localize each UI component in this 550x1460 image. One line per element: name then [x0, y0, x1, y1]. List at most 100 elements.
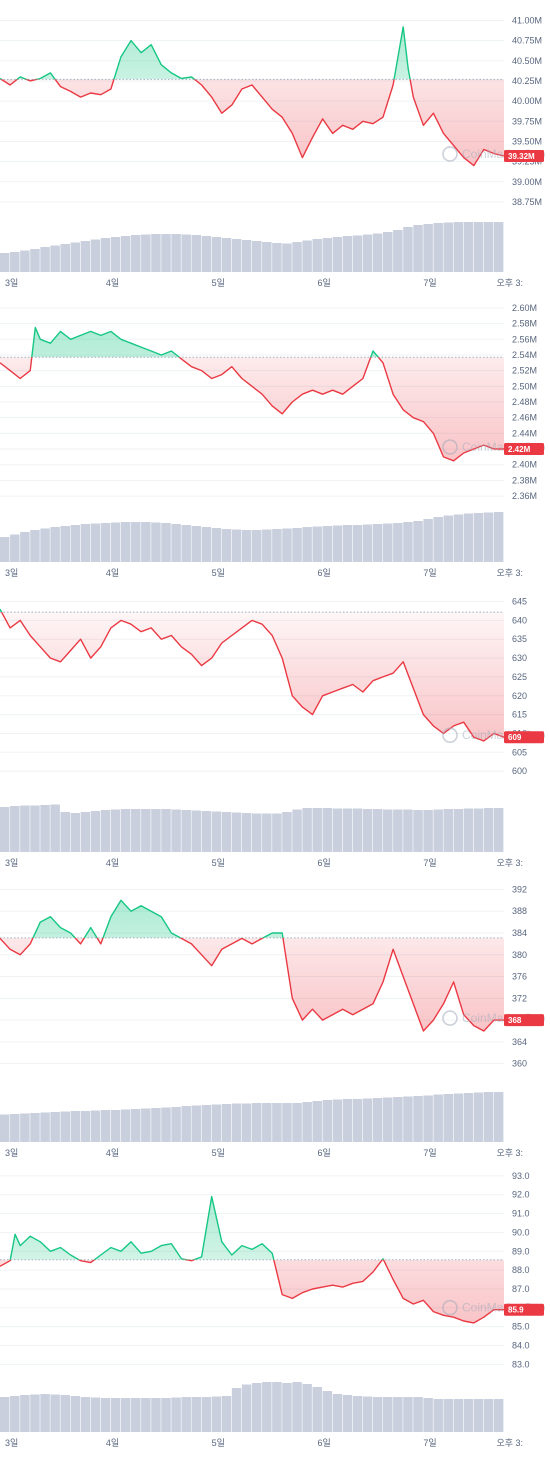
volume-bar [120, 809, 131, 852]
y-tick-label: 39.50M [512, 136, 542, 146]
volume-bar [322, 526, 333, 562]
y-tick-label: 2.54M [512, 350, 537, 360]
x-tick-label: 6일 [318, 278, 331, 288]
volume-bar [30, 805, 40, 852]
x-tick-label: 3일 [5, 858, 18, 868]
volume-bar [100, 1110, 111, 1142]
volume-bar [413, 1096, 423, 1142]
volume-bar [131, 1109, 141, 1142]
volume-bar [90, 811, 101, 852]
chart-svg-3[interactable]: 645640635630625620615610605600CoinMarket… [0, 580, 550, 870]
x-tick-label: 4일 [106, 1438, 119, 1448]
current-price-label: 85.9 [508, 1306, 524, 1315]
chart-panel-1[interactable]: 41.00M 40.75M 40.50M 40.25M 40.00M 39.75M 39.5… [0, 0, 550, 290]
volume-bar [30, 530, 40, 562]
volume-bar [201, 1105, 212, 1142]
volume-bar [100, 238, 111, 272]
volume-bar [231, 529, 242, 562]
x-tick-label: 4일 [106, 1148, 119, 1158]
volume-bar [463, 1399, 474, 1432]
volume-bar [322, 238, 333, 272]
volume-bar [342, 808, 353, 852]
chart-svg-1[interactable]: 41.00M 40.75M 40.50M 40.25M 40.00M 39.75M 39.5… [0, 0, 550, 290]
volume-bar [141, 809, 151, 852]
current-price-label: 39.32M [508, 152, 535, 161]
current-price-bg [504, 443, 544, 456]
y-tick-label: 2.40M [512, 460, 537, 470]
volume-bar [292, 809, 302, 852]
volume-bar [60, 526, 70, 562]
volume-bar [181, 525, 191, 562]
y-tick-label: 640 [512, 615, 527, 625]
volume-bar [10, 1114, 20, 1142]
volume-bar [312, 1387, 322, 1432]
price-line-down[interactable] [0, 900, 504, 1032]
price-line-down[interactable] [0, 609, 505, 742]
chart-svg-2[interactable]: 2.60M 2.58M 2.56M 2.54M 2.52M 2.50M 2.48M 2.46M… [0, 290, 550, 580]
volume-bar [151, 234, 161, 272]
volume-bar [100, 1398, 111, 1432]
current-price-tag: 368 [504, 1014, 544, 1027]
volume-bar [171, 524, 181, 562]
current-price-bg [504, 731, 544, 744]
volume-bar [80, 812, 91, 852]
volume-bar [473, 513, 484, 562]
x-tick-label: 7일 [423, 568, 436, 578]
volume-bar [352, 808, 363, 852]
y-tick-label: 364 [512, 1037, 527, 1047]
y-tick-label: 2.46M [512, 413, 537, 423]
volume-bar [231, 1103, 242, 1142]
volume-bar [403, 227, 413, 272]
chart-svg-4[interactable]: 392388384380376372368364360CoinMarketCap… [0, 870, 550, 1160]
y-tick-label: 2.58M [512, 319, 537, 329]
volume-bar [463, 222, 474, 272]
current-price-tag: 85.9 [504, 1303, 544, 1316]
chart-panel-3[interactable]: 645640635630625620615610605600CoinMarket… [0, 580, 550, 870]
coinmarketcap-logo-icon [442, 146, 458, 162]
volume-bar [282, 243, 292, 272]
y-tick-label: 91.0 [512, 1209, 530, 1219]
volume-bar [20, 1113, 30, 1142]
volume-bar [282, 1383, 292, 1432]
y-tick-label: 40.50M [512, 56, 542, 66]
chart-panel-2[interactable]: 2.60M 2.58M 2.56M 2.54M 2.52M 2.50M 2.48M 2.46M… [0, 290, 550, 580]
y-tick-label: 90.0 [512, 1227, 530, 1237]
volume-bar [50, 527, 60, 562]
price-line-down[interactable] [0, 27, 505, 167]
volume-bar [30, 1113, 40, 1142]
chart-panel-5[interactable]: 93.092.091.090.089.088.087.086.085.084.0… [0, 1160, 550, 1450]
price-line-down[interactable] [0, 328, 504, 462]
volume-bar [241, 813, 252, 852]
price-line-down[interactable] [0, 1197, 504, 1324]
volume-bar [110, 1398, 121, 1432]
volume-bar [201, 527, 212, 562]
volume-bar [372, 1098, 383, 1142]
current-price-label: 2.42M [508, 445, 531, 454]
volume-bar [90, 1110, 101, 1142]
volume-bar [221, 812, 232, 852]
x-tick-label: 4일 [106, 858, 119, 868]
volume-bar [493, 222, 504, 272]
volume-bar [262, 529, 272, 562]
y-tick-label: 2.56M [512, 334, 537, 344]
volume-bar [0, 253, 10, 272]
x-tick-label: 6일 [318, 568, 331, 578]
volume-bar [483, 512, 494, 562]
price-line-up[interactable] [0, 1195, 504, 1323]
volume-bar [332, 525, 343, 562]
volume-bar [483, 1399, 494, 1432]
volume-bar [211, 1396, 222, 1432]
volume-bar [393, 230, 403, 272]
chart-panel-4[interactable]: 392388384380376372368364360CoinMarketCap… [0, 870, 550, 1160]
volume-bar [151, 1108, 161, 1142]
volume-bar [272, 813, 282, 852]
volume-bar [383, 1097, 393, 1142]
chart-svg-5[interactable]: 93.092.091.090.089.088.087.086.085.084.0… [0, 1160, 550, 1450]
coinmarketcap-logo-icon [442, 439, 458, 455]
volume-bar [60, 812, 70, 852]
volume-bar [383, 809, 393, 852]
volume-bar [181, 234, 191, 272]
price-line-up[interactable] [0, 326, 504, 461]
y-tick-label: 600 [512, 766, 527, 776]
